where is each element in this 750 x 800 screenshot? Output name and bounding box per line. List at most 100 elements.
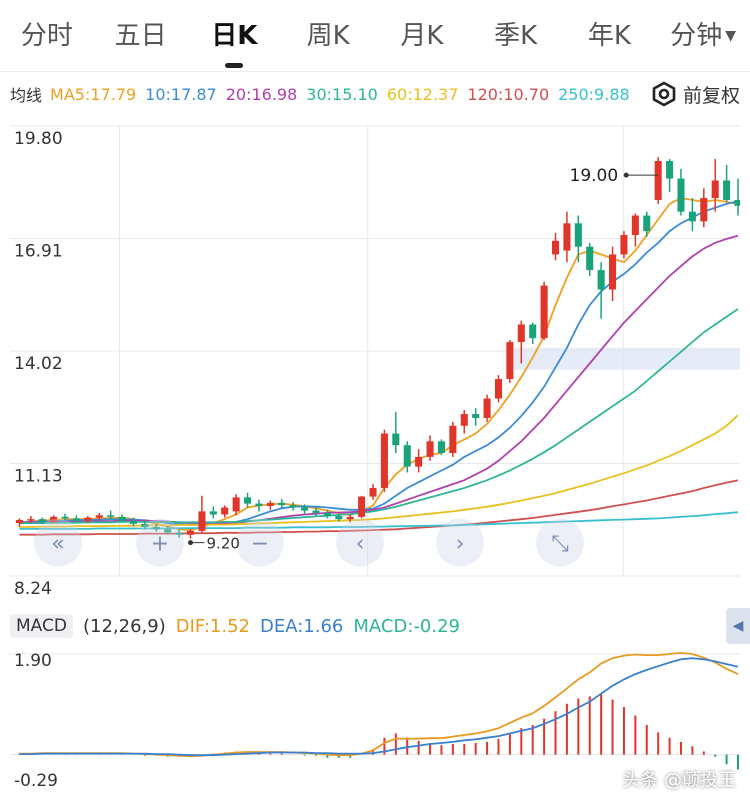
candle-body <box>688 211 696 222</box>
control-circle <box>236 518 284 567</box>
candle-body <box>574 223 582 247</box>
macd-header: MACD (12,26,9) DIF:1.52 DEA:1.66 MACD:-0… <box>0 606 750 646</box>
candle-body <box>209 511 217 515</box>
ma20-value: 20:16.98 <box>225 84 298 104</box>
control-glyph: ⤡ <box>551 532 569 557</box>
ma-legend: 均线 MA5:17.79 10:17.87 20:16.98 30:15.10 … <box>0 76 750 112</box>
tab-quarterly-k[interactable]: 季K <box>494 20 538 51</box>
candle-body <box>723 180 731 200</box>
tab-yearly-k[interactable]: 年K <box>587 20 631 51</box>
candle-body <box>27 519 35 521</box>
candle-body <box>186 530 195 535</box>
adjust-mode-button[interactable]: 前复权 <box>651 76 740 112</box>
candle-body <box>540 285 548 339</box>
adjust-mode-label: 前复权 <box>682 84 740 107</box>
price-highlight-band <box>513 347 740 370</box>
candle-body <box>483 398 491 418</box>
candle-body <box>620 234 628 255</box>
candle-body <box>631 215 639 235</box>
zoom-out-icon[interactable]: − <box>236 518 284 567</box>
candle-body <box>529 324 537 339</box>
macd-dea-line <box>19 657 739 757</box>
tab-five-day[interactable]: 五日 <box>114 20 167 51</box>
candle-body <box>437 441 445 453</box>
candle-body <box>517 324 525 343</box>
candle-body <box>129 520 138 524</box>
settings-hex-icon <box>652 81 676 107</box>
ma30-value: 30:15.10 <box>306 84 378 104</box>
ma-line-ma120 <box>19 479 739 536</box>
macd-chart[interactable]: 1.90 -0.29 <box>10 646 740 796</box>
candle-body <box>586 246 594 271</box>
zoom-in-icon[interactable]: + <box>136 518 184 567</box>
tab-daily-k[interactable]: 日K <box>188 0 282 72</box>
control-glyph: + <box>151 532 169 557</box>
candle-body <box>677 178 685 212</box>
candle-body <box>255 503 263 506</box>
candle-body <box>700 198 708 222</box>
candle-body <box>415 456 423 467</box>
control-circle <box>136 518 184 567</box>
candle-body <box>38 519 46 523</box>
candle-body <box>734 199 740 206</box>
period-tabbar: 分时 五日 日K 周K 月K 季K 年K 分钟 ▼ <box>0 0 750 72</box>
ma-line-ma250 <box>19 511 739 530</box>
min-price-marker: 9.20 <box>207 535 240 553</box>
macd-dif-line <box>19 651 739 758</box>
candle-body <box>15 519 23 524</box>
ma-line-ma20 <box>19 234 739 525</box>
min-marker-dot <box>188 540 194 546</box>
price-axis-label: 19.80 <box>14 129 63 149</box>
tab-intraday[interactable]: 分时 <box>20 20 73 51</box>
control-glyph: « <box>51 532 64 557</box>
control-glyph: › <box>456 532 465 557</box>
candle-body <box>72 518 80 521</box>
watermark: 头条 @颠投王 <box>622 770 736 791</box>
candle-body <box>563 223 571 251</box>
candle-body <box>95 515 103 518</box>
candle-body <box>666 161 674 179</box>
control-circle <box>436 518 484 567</box>
macd-indicator-tag[interactable]: MACD <box>10 614 73 638</box>
candle-body <box>164 529 172 533</box>
candle-body <box>392 433 400 446</box>
candle-body <box>175 532 183 535</box>
next-icon[interactable]: › <box>436 518 484 567</box>
ma5-value: MA5:17.79 <box>50 84 137 104</box>
scroll-left-icon[interactable]: « <box>34 518 82 567</box>
price-axis-label: 16.91 <box>14 242 63 262</box>
control-circle <box>536 518 584 567</box>
macd-axis-top-label: 1.90 <box>14 651 52 671</box>
candle-body <box>551 240 560 255</box>
candle-body <box>358 496 366 517</box>
macd-dif-value: DIF:1.52 <box>175 615 250 637</box>
candlestick-chart[interactable]: « + − ‹ › ⤡ 19.00 9.20 19.80 16.91 14.02 11.13 8.24 <box>10 114 740 604</box>
price-axis-label: 8.24 <box>14 579 52 599</box>
candle-body <box>494 379 503 399</box>
candle-body <box>118 516 126 521</box>
control-circle <box>336 518 384 567</box>
macd-params: (12,26,9) <box>82 615 166 637</box>
candle-body <box>609 254 617 290</box>
candle-body <box>141 523 149 527</box>
candle-body <box>312 510 320 513</box>
tab-weekly-k[interactable]: 周K <box>306 20 350 51</box>
candle-body <box>335 516 343 520</box>
candle-body <box>472 414 480 418</box>
candle-body <box>152 526 160 530</box>
prev-icon[interactable]: ‹ <box>336 518 384 567</box>
candle-body <box>369 488 377 497</box>
candle-body <box>198 511 206 531</box>
tab-minute-dropdown[interactable]: 分钟 ▼ <box>656 0 750 72</box>
expand-left-icon[interactable]: ◀ <box>726 608 750 644</box>
tab-minute-label: 分钟 <box>670 20 723 51</box>
ma-legend-label: 均线 <box>10 86 43 105</box>
ma10-value: 10:17.87 <box>145 84 217 104</box>
caret-down-icon: ▼ <box>725 28 737 44</box>
fullscreen-icon[interactable]: ⤡ <box>536 518 584 567</box>
candle-body <box>107 515 115 517</box>
tab-monthly-k[interactable]: 月K <box>400 20 444 51</box>
control-circle <box>34 518 82 567</box>
ma120-value: 120:10.70 <box>467 84 550 104</box>
